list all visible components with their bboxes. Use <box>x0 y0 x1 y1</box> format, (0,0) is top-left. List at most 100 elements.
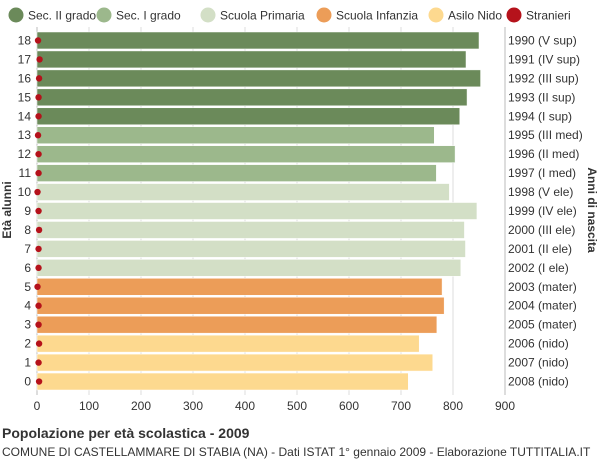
x-tick-label: 700 <box>391 399 411 413</box>
y-tick-label: 18 <box>18 33 32 47</box>
x-tick-label: 500 <box>287 399 307 413</box>
foreign-dot <box>35 359 42 366</box>
foreign-dot <box>35 113 42 120</box>
bar <box>36 334 420 353</box>
y-tick-label: 1 <box>24 356 31 370</box>
bar <box>36 126 435 144</box>
legend-swatch <box>8 7 24 23</box>
legend-label: Sec. I grado <box>116 9 181 23</box>
foreign-dot <box>34 188 41 196</box>
bar <box>36 240 466 258</box>
x-tick-label: 200 <box>131 399 151 413</box>
y-tick-label: 13 <box>18 128 32 142</box>
foreign-dot <box>35 245 42 253</box>
y-tick-label: 3 <box>24 318 31 332</box>
foreign-dot <box>34 37 42 44</box>
birth-year-label: 2004 (mater) <box>508 299 577 313</box>
x-tick-label: 400 <box>235 399 255 413</box>
foreign-dot <box>35 169 42 177</box>
bar <box>36 164 437 182</box>
x-tick-label: 600 <box>339 399 359 413</box>
foreign-dot <box>34 283 41 290</box>
birth-year-label: 2008 (nido) <box>508 375 569 389</box>
right-axis-title: Anni di nascita <box>585 167 599 253</box>
y-tick-label: 16 <box>18 71 32 85</box>
legend-label: Asilo Nido <box>448 9 502 23</box>
foreign-dot <box>35 150 42 158</box>
legend-label: Sec. II grado <box>28 9 96 23</box>
bars <box>36 31 481 391</box>
legend-swatch <box>506 7 522 23</box>
bar <box>36 278 443 296</box>
legend-item: Stranieri <box>506 7 571 23</box>
bar <box>36 259 462 277</box>
birth-year-label: 2006 (nido) <box>508 337 569 351</box>
bar <box>36 202 478 220</box>
birth-year-label: 2007 (nido) <box>508 356 569 370</box>
y-tick-label: 10 <box>18 185 32 199</box>
birth-year-label: 1999 (IV ele) <box>508 204 577 218</box>
birth-year-label: 2000 (III ele) <box>508 223 575 237</box>
legend-label: Scuola Infanzia <box>336 9 418 23</box>
legend-item: Asilo Nido <box>428 7 502 23</box>
birth-year-label: 2001 (II ele) <box>508 242 572 256</box>
x-tick-label: 900 <box>495 399 515 413</box>
x-tick-label: 800 <box>443 399 463 413</box>
birth-year-label: 2002 (I ele) <box>508 261 569 275</box>
legend-label: Stranieri <box>526 9 571 23</box>
chart-title: Popolazione per età scolastica - 2009 <box>2 425 250 441</box>
bar <box>36 69 481 88</box>
birth-year-label: 1990 (V sup) <box>508 33 577 47</box>
y-tick-label: 4 <box>24 299 31 313</box>
birth-year-label: 1993 (II sup) <box>508 90 575 104</box>
bar <box>36 372 409 391</box>
foreign-dot <box>35 75 43 82</box>
foreign-dot <box>35 94 42 101</box>
foreign-dot <box>36 56 43 63</box>
legend-swatch <box>200 7 216 23</box>
foreign-markers <box>34 37 43 385</box>
birth-year-label: 2005 (mater) <box>508 318 577 332</box>
y-tick-label: 0 <box>24 375 31 389</box>
foreign-dot <box>35 302 42 309</box>
birth-year-label: 1997 (I med) <box>508 166 576 180</box>
birth-year-label: 1992 (III sup) <box>508 71 579 85</box>
y-tick-label: 2 <box>24 337 31 351</box>
x-tick-label: 300 <box>183 399 203 413</box>
x-tick-labels: 0 100 200 300 400 500 600 700 800 900 <box>34 399 516 413</box>
bar <box>36 297 445 315</box>
y-tick-label: 12 <box>18 147 32 161</box>
birth-year-label: 1991 (IV sup) <box>508 52 580 66</box>
legend-item: Scuola Primaria <box>200 7 305 23</box>
legend-label: Scuola Primaria <box>220 9 305 23</box>
y-tick-label: 9 <box>24 204 31 218</box>
birth-year-labels: 1990 (V sup) 1991 (IV sup) 1992 (III sup) 1… <box>508 33 583 388</box>
bar <box>36 145 456 163</box>
x-tick-label: 100 <box>79 399 99 413</box>
birth-year-label: 1994 (I sup) <box>508 109 572 123</box>
y-tick-label: 7 <box>24 242 31 256</box>
bar <box>36 353 433 372</box>
legend-swatch <box>428 7 444 23</box>
x-tick-label: 0 <box>34 399 41 413</box>
y-axis-title: Età alunni <box>0 181 14 238</box>
legend: Sec. II grado Sec. I grado Scuola Primaria… <box>8 7 571 23</box>
bar <box>36 221 465 239</box>
legend-swatch <box>316 7 332 23</box>
birth-year-label: 1998 (V ele) <box>508 185 573 199</box>
foreign-dot <box>35 264 42 272</box>
legend-item: Scuola Infanzia <box>316 7 418 23</box>
bar <box>36 50 467 69</box>
y-tick-label: 5 <box>24 280 31 294</box>
legend-item: Sec. II grado <box>8 7 96 23</box>
y-tick-label: 14 <box>18 109 32 123</box>
foreign-dot <box>35 226 43 234</box>
legend-item: Sec. I grado <box>96 7 181 23</box>
bar <box>36 107 461 125</box>
chart-subtitle: COMUNE DI CASTELLAMMARE DI STABIA (NA) -… <box>2 445 591 459</box>
bar <box>36 88 468 107</box>
bar <box>36 315 438 334</box>
legend-swatch <box>96 7 112 23</box>
